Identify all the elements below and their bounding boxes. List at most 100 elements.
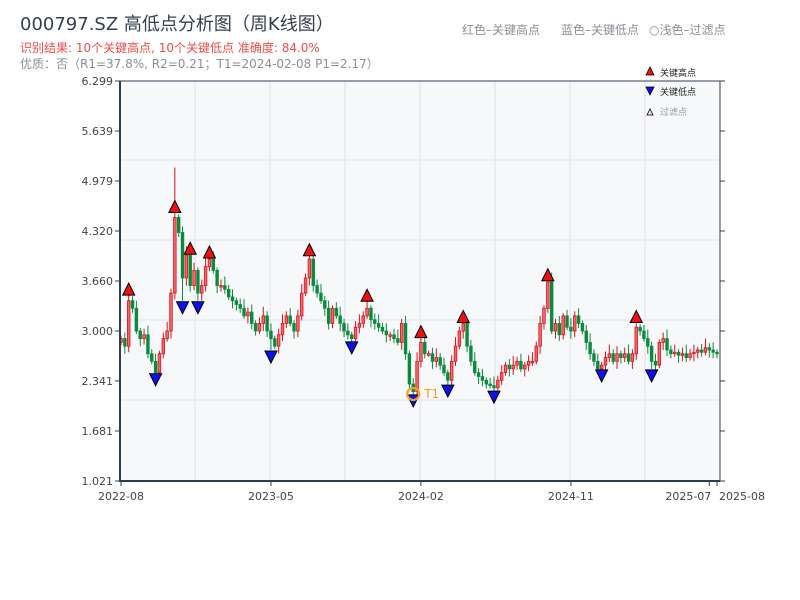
candle-down bbox=[684, 353, 688, 358]
candle-down bbox=[519, 360, 523, 370]
legend-key-low-icon bbox=[645, 86, 655, 96]
candle-down bbox=[334, 307, 339, 317]
candle-down bbox=[326, 307, 331, 324]
candle-up bbox=[546, 281, 550, 309]
t1-highlight-circle bbox=[406, 386, 421, 402]
candle-down bbox=[442, 364, 446, 374]
candle-up bbox=[603, 357, 608, 366]
candle-down bbox=[396, 338, 400, 343]
candle-up bbox=[449, 360, 454, 381]
candle-down bbox=[565, 315, 569, 328]
candle-up bbox=[623, 353, 627, 358]
y-tick-label: 4.979 bbox=[82, 175, 114, 188]
candle-down bbox=[373, 319, 377, 324]
candle-down bbox=[319, 292, 323, 302]
candle-down bbox=[423, 341, 427, 355]
candle-down bbox=[676, 351, 681, 356]
legend-key-high-label: 关键高点 bbox=[660, 67, 696, 79]
candle-down bbox=[569, 326, 573, 332]
candle-up bbox=[553, 323, 558, 332]
candle-down bbox=[188, 254, 192, 286]
candle-up bbox=[453, 345, 458, 362]
candle-up bbox=[276, 334, 281, 347]
x-tick-label: 2022-08 bbox=[98, 490, 144, 503]
candle-up bbox=[219, 285, 223, 288]
candle-down bbox=[646, 338, 650, 347]
candle-up bbox=[307, 258, 312, 279]
candle-up bbox=[680, 353, 685, 356]
candle-down bbox=[253, 323, 258, 332]
candle-up bbox=[184, 254, 189, 279]
candle-up bbox=[165, 330, 169, 339]
candle-up bbox=[296, 315, 300, 332]
candle-down bbox=[611, 353, 615, 362]
x-tick-label: 2023-05 bbox=[248, 490, 294, 503]
key-high-marker bbox=[183, 241, 198, 255]
candle-down bbox=[226, 288, 231, 298]
candle-down bbox=[350, 334, 354, 339]
candle-up bbox=[703, 347, 708, 353]
key-high-marker bbox=[202, 244, 217, 259]
candle-up bbox=[499, 372, 504, 381]
candle-down bbox=[446, 372, 450, 381]
key-high-marker bbox=[302, 242, 317, 257]
candle-down bbox=[488, 383, 492, 386]
candle-down bbox=[430, 353, 435, 362]
candle-down bbox=[438, 357, 442, 366]
candle-up bbox=[634, 326, 638, 355]
key-high-marker bbox=[414, 324, 428, 339]
x-tick-label: 2025-07 bbox=[665, 490, 711, 503]
key-low-marker bbox=[344, 341, 359, 355]
key-low-marker bbox=[175, 301, 190, 315]
candle-up bbox=[515, 360, 519, 366]
candle-down bbox=[123, 338, 127, 347]
candle-down bbox=[150, 353, 154, 362]
candle-down bbox=[596, 360, 600, 370]
candle-up bbox=[203, 266, 208, 286]
candle-up bbox=[300, 292, 304, 317]
candle-down bbox=[649, 345, 654, 362]
candle-down bbox=[492, 385, 496, 389]
candle-up bbox=[573, 315, 577, 332]
candle-down bbox=[707, 347, 712, 351]
candle-up bbox=[303, 277, 308, 294]
t1-label: T1 bbox=[423, 387, 439, 401]
candle-up bbox=[542, 307, 546, 324]
candle-up bbox=[496, 379, 500, 389]
candle-up bbox=[169, 292, 173, 332]
candle-down bbox=[146, 334, 150, 355]
candle-up bbox=[434, 357, 439, 362]
candle-up bbox=[530, 360, 535, 364]
candle-up bbox=[457, 330, 462, 347]
candle-down bbox=[653, 360, 658, 366]
candle-down bbox=[407, 353, 412, 385]
candle-down bbox=[584, 330, 588, 343]
candle-down bbox=[269, 330, 273, 339]
legend-key-high-icon bbox=[645, 66, 655, 76]
key-high-marker bbox=[456, 309, 471, 323]
candle-up bbox=[503, 364, 508, 374]
key-low-marker bbox=[644, 369, 659, 384]
key-low-marker bbox=[441, 384, 455, 399]
candle-up bbox=[661, 338, 665, 343]
candle-up bbox=[126, 300, 131, 347]
candle-up bbox=[284, 315, 289, 324]
candle-up bbox=[673, 351, 677, 355]
candle-up bbox=[207, 258, 212, 268]
key-low-marker bbox=[148, 373, 163, 387]
legend-filtered-icon bbox=[646, 108, 654, 116]
legend-filtered-label: 过滤点 bbox=[660, 106, 687, 118]
candle-down bbox=[242, 307, 246, 317]
candle-up bbox=[426, 353, 431, 356]
candle-down bbox=[469, 345, 473, 362]
candle-up bbox=[511, 364, 515, 370]
candle-down bbox=[699, 349, 704, 353]
candle-down bbox=[311, 258, 315, 286]
candle-up bbox=[688, 353, 692, 358]
legend-key-low-label: 关键低点 bbox=[660, 86, 696, 98]
candle-down bbox=[476, 372, 481, 377]
candle-up bbox=[538, 323, 542, 347]
candle-up bbox=[534, 345, 538, 362]
candle-up bbox=[607, 353, 612, 358]
candle-up bbox=[361, 315, 365, 324]
